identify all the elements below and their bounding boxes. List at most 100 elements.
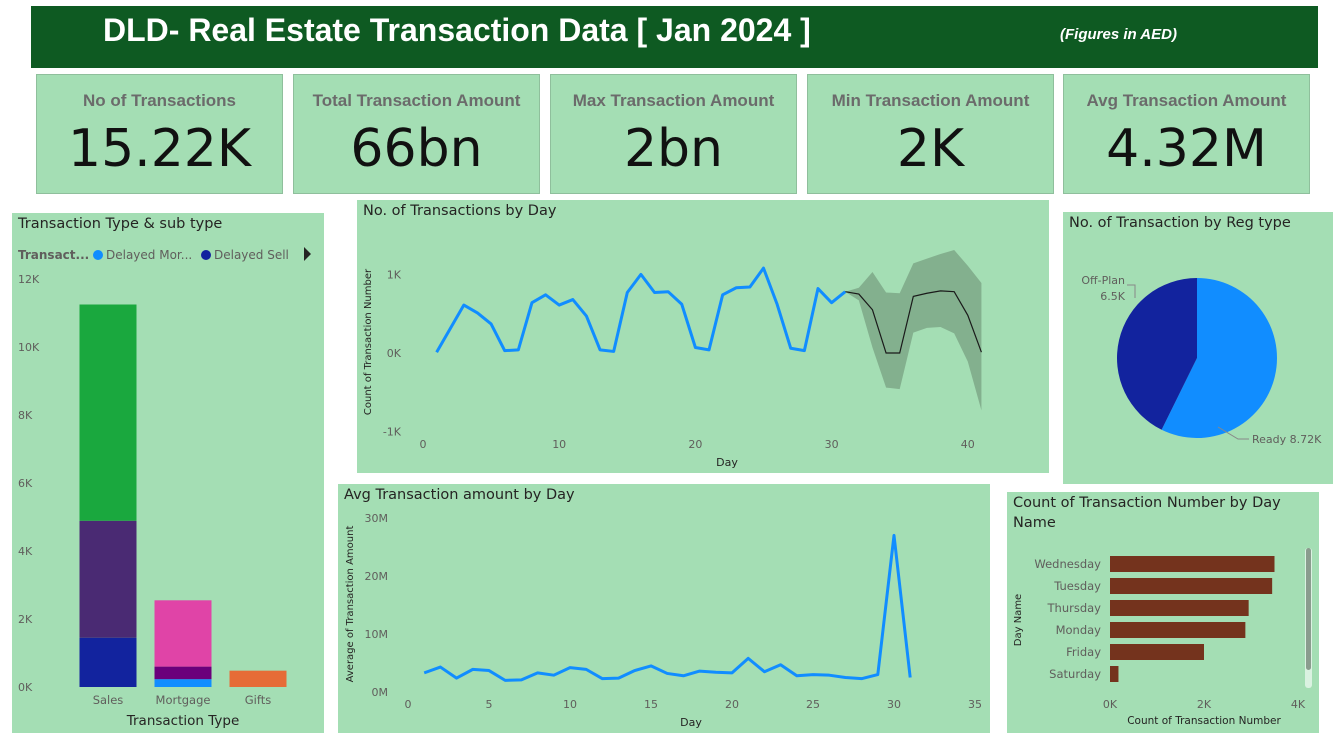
x-axis-title: Day bbox=[716, 456, 738, 469]
y-tick-label: Monday bbox=[1056, 623, 1102, 637]
kpi-label: No of Transactions bbox=[82, 91, 237, 110]
y-tick-label: Saturday bbox=[1049, 667, 1101, 681]
bar-segment bbox=[154, 666, 212, 680]
kpi-value: 15.22K bbox=[68, 119, 251, 179]
kpi-card-min-amount[interactable]: Min Transaction Amount 2K bbox=[807, 74, 1054, 194]
legend-item-delayed-mortgage[interactable]: Delayed Mor... bbox=[106, 248, 192, 262]
kpi-value: 2bn bbox=[623, 119, 724, 179]
chart-title: No. of Transactions by Day bbox=[363, 203, 557, 219]
avg-amount-by-day-chart: Average of Transaction Amount Day 0M 10M 2… bbox=[345, 512, 982, 729]
x-tick-label: 35 bbox=[968, 698, 982, 711]
x-tick-label: 0 bbox=[420, 438, 427, 451]
y-tick-label: -1K bbox=[383, 426, 402, 439]
bar-segment bbox=[79, 304, 137, 521]
x-tick-label: 0K bbox=[1103, 698, 1118, 711]
reg-type-chart: Off-Plan 6.5K Ready 8.72K bbox=[1081, 274, 1322, 446]
series-line bbox=[435, 266, 847, 353]
label-off-plan-value: 6.5K bbox=[1100, 290, 1125, 303]
type-subtype-chart-panel[interactable]: Transaction Type & sub type Transact... … bbox=[12, 213, 324, 733]
kpi-value: 2K bbox=[896, 119, 965, 179]
x-tick-label: 20 bbox=[688, 438, 702, 451]
bar-segment bbox=[154, 600, 212, 667]
legend-item-delayed-sell[interactable]: Delayed Sell bbox=[214, 248, 289, 262]
chart-title: Transaction Type & sub type bbox=[18, 216, 223, 232]
bar bbox=[1110, 666, 1119, 682]
pie-slice-ready bbox=[1161, 278, 1277, 438]
x-axis-title: Transaction Type bbox=[126, 713, 240, 729]
report-title: DLD- Real Estate Transaction Data [ Jan … bbox=[103, 12, 811, 48]
kpi-card-total-amount[interactable]: Total Transaction Amount 66bn bbox=[293, 74, 540, 194]
reg-type-panel[interactable]: No. of Transaction by Reg type Off-Plan … bbox=[1063, 212, 1333, 484]
forecast-confidence-band bbox=[845, 250, 982, 411]
series-line bbox=[423, 533, 912, 682]
bar-segment bbox=[79, 637, 137, 687]
x-tick-label: Mortgage bbox=[156, 693, 211, 707]
x-tick-label: Gifts bbox=[245, 693, 271, 707]
y-axis-title: Count of Transaction Number bbox=[363, 268, 374, 415]
y-tick-label: 10K bbox=[18, 341, 40, 354]
x-tick-label: 10 bbox=[552, 438, 566, 451]
chart-title-line2: Name bbox=[1013, 515, 1056, 531]
x-tick-label: 30 bbox=[825, 438, 839, 451]
day-name-chart: Day Name Count of Transaction Number Wed… bbox=[1013, 548, 1312, 727]
bar bbox=[1110, 600, 1249, 616]
scrollbar-thumb[interactable] bbox=[1306, 548, 1311, 670]
transactions-by-day-chart: Count of Transaction Number Day -1K 0K 1K 0… bbox=[363, 250, 982, 469]
chart-title: No. of Transaction by Reg type bbox=[1069, 215, 1291, 231]
chart-title-line1: Count of Transaction Number by Day bbox=[1013, 495, 1281, 511]
type-subtype-chart: Transact... Delayed Mor... Delayed Sell … bbox=[18, 247, 311, 729]
x-tick-label: 40 bbox=[961, 438, 975, 451]
y-tick-label: 2K bbox=[18, 613, 33, 626]
chart-title: Avg Transaction amount by Day bbox=[344, 487, 575, 503]
bar bbox=[1110, 644, 1204, 660]
y-tick-label: 6K bbox=[18, 477, 33, 490]
forecast-line bbox=[845, 290, 982, 354]
y-tick-label: 10M bbox=[365, 628, 389, 641]
y-tick-label: 0K bbox=[387, 347, 402, 360]
label-off-plan: Off-Plan bbox=[1081, 274, 1125, 287]
x-tick-label: 30 bbox=[887, 698, 901, 711]
x-tick-label: 10 bbox=[563, 698, 577, 711]
x-tick-label: 4K bbox=[1291, 698, 1306, 711]
kpi-card-avg-amount[interactable]: Avg Transaction Amount 4.32M bbox=[1063, 74, 1310, 194]
y-axis-title: Average of Transaction Amount bbox=[345, 526, 356, 683]
x-axis-title: Day bbox=[680, 716, 702, 729]
currency-note: (Figures in AED) bbox=[1060, 26, 1177, 43]
kpi-card-transactions[interactable]: No of Transactions 15.22K bbox=[36, 74, 283, 194]
x-tick-label: 0 bbox=[405, 698, 412, 711]
bar bbox=[1110, 556, 1275, 572]
y-tick-label: Friday bbox=[1066, 645, 1101, 659]
bar-segment bbox=[229, 670, 287, 687]
y-tick-label: 1K bbox=[387, 268, 402, 281]
header-banner bbox=[31, 6, 1318, 68]
legend-swatch-delayed-mortgage bbox=[93, 250, 103, 260]
y-tick-label: Thursday bbox=[1047, 601, 1102, 615]
y-tick-label: 30M bbox=[365, 512, 389, 525]
pie-slice-off-plan bbox=[1117, 278, 1197, 430]
legend-title: Transact... bbox=[18, 248, 89, 262]
kpi-card-max-amount[interactable]: Max Transaction Amount 2bn bbox=[550, 74, 797, 194]
kpi-value: 4.32M bbox=[1106, 119, 1267, 179]
x-tick-label: 5 bbox=[486, 698, 493, 711]
kpi-label: Min Transaction Amount bbox=[831, 91, 1030, 110]
bar-segment bbox=[154, 679, 212, 687]
transactions-by-day-panel[interactable]: No. of Transactions by Day Count of Tran… bbox=[357, 200, 1049, 473]
x-tick-label: Sales bbox=[93, 693, 124, 707]
y-tick-label: Tuesday bbox=[1053, 579, 1101, 593]
y-tick-label: 0M bbox=[372, 686, 389, 699]
y-tick-label: 0K bbox=[18, 681, 33, 694]
bar bbox=[1110, 578, 1273, 594]
leader-line-off-plan bbox=[1127, 284, 1136, 298]
day-name-panel[interactable]: Count of Transaction Number by Day Name … bbox=[1007, 492, 1319, 733]
x-tick-label: 15 bbox=[644, 698, 658, 711]
x-tick-label: 20 bbox=[725, 698, 739, 711]
kpi-label: Avg Transaction Amount bbox=[1086, 91, 1287, 110]
y-tick-label: 4K bbox=[18, 545, 33, 558]
x-tick-label: 2K bbox=[1197, 698, 1212, 711]
y-tick-label: 20M bbox=[365, 570, 389, 583]
legend-swatch-delayed-sell bbox=[201, 250, 211, 260]
kpi-label: Total Transaction Amount bbox=[312, 91, 521, 110]
legend-next-arrow-icon[interactable] bbox=[304, 247, 311, 261]
avg-amount-by-day-panel[interactable]: Avg Transaction amount by Day Average of… bbox=[338, 484, 990, 733]
label-ready: Ready 8.72K bbox=[1252, 433, 1322, 446]
